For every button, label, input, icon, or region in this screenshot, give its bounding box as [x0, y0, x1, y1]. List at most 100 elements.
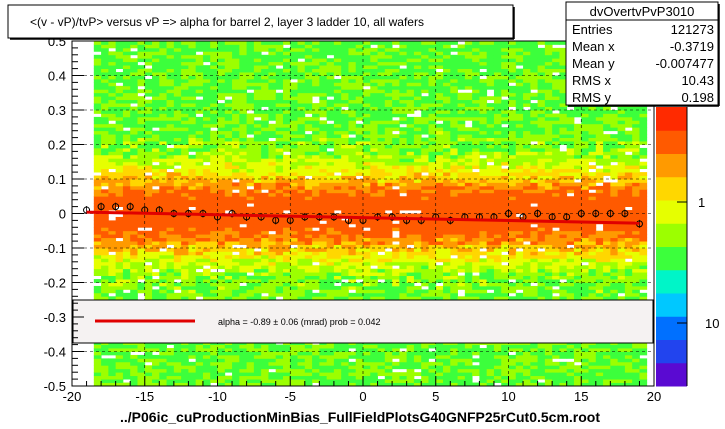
heatmap-cell — [122, 279, 131, 283]
heatmap-cell — [210, 348, 218, 352]
heatmap-cell — [304, 110, 313, 114]
heatmap-cell — [399, 375, 408, 380]
heatmap-cell — [348, 96, 357, 101]
heatmap-cell — [253, 185, 262, 190]
heatmap-cell — [472, 368, 480, 373]
heatmap-cell — [341, 365, 349, 370]
heatmap-cell — [181, 361, 189, 366]
heatmap-cell — [122, 261, 131, 266]
heatmap-cell — [188, 82, 197, 87]
heatmap-cell — [421, 78, 429, 83]
heatmap-cell — [304, 237, 313, 242]
heatmap-cell — [421, 227, 429, 232]
heatmap-cell — [413, 123, 422, 128]
heatmap-cell — [122, 96, 131, 101]
heatmap-cell — [130, 282, 138, 287]
heatmap-cell — [122, 227, 131, 232]
heatmap-cell — [290, 144, 298, 149]
heatmap-cell — [464, 354, 473, 359]
heatmap-cell — [239, 230, 248, 235]
heatmap-cell — [428, 141, 437, 145]
heatmap-cell — [181, 261, 189, 266]
heatmap-cell — [181, 85, 189, 90]
heatmap-cell — [275, 120, 284, 125]
heatmap-cell — [261, 382, 269, 387]
heatmap-cell — [195, 175, 204, 180]
heatmap-cell — [421, 265, 429, 270]
heatmap-cell — [210, 261, 218, 266]
heatmap-cell — [392, 237, 400, 242]
heatmap-cell — [428, 361, 437, 366]
heatmap-cell — [464, 254, 473, 259]
heatmap-cell — [246, 144, 255, 149]
heatmap-cell — [253, 89, 262, 94]
heatmap-cell — [450, 275, 458, 280]
heatmap-cell — [392, 279, 400, 283]
heatmap-cell — [224, 103, 233, 107]
heatmap-cell — [450, 65, 458, 69]
heatmap-cell — [122, 44, 131, 49]
heatmap-cell — [115, 361, 124, 366]
heatmap-cell — [435, 230, 444, 235]
heatmap-cell — [137, 106, 146, 111]
heatmap-cell — [282, 344, 291, 349]
heatmap-cell — [108, 285, 117, 290]
heatmap-cell — [282, 41, 291, 45]
heatmap-cell — [457, 189, 466, 194]
heatmap-cell — [413, 206, 422, 211]
heatmap-cell — [239, 68, 248, 73]
heatmap-cell — [421, 365, 429, 370]
heatmap-cell — [413, 296, 422, 301]
heatmap-cell — [443, 127, 451, 132]
heatmap-cell — [232, 54, 240, 59]
heatmap-cell — [290, 92, 298, 97]
heatmap-cell — [195, 237, 204, 242]
heatmap-cell — [355, 227, 364, 232]
heatmap-cell — [413, 199, 422, 204]
heatmap-cell — [181, 375, 189, 380]
heatmap-cell — [341, 296, 349, 301]
heatmap-cell — [435, 92, 444, 97]
heatmap-cell — [392, 141, 400, 145]
heatmap-cell — [173, 285, 182, 290]
heatmap-cell — [384, 244, 393, 249]
heatmap-cell — [406, 372, 415, 377]
heatmap-cell — [224, 275, 233, 280]
heatmap-cell — [443, 137, 451, 142]
heatmap-cell — [239, 161, 248, 166]
heatmap-cell — [450, 261, 458, 266]
heatmap-cell — [428, 292, 437, 297]
heatmap-cell — [195, 244, 204, 249]
heatmap-cell — [384, 85, 393, 90]
heatmap-cell — [239, 275, 248, 280]
heatmap-cell — [297, 147, 306, 152]
heatmap-cell — [115, 158, 124, 163]
heatmap-cell — [101, 141, 109, 145]
heatmap-cell — [268, 161, 277, 166]
heatmap-cell — [428, 285, 437, 290]
heatmap-cell — [210, 296, 218, 301]
heatmap-cell — [224, 230, 233, 235]
heatmap-cell — [275, 223, 284, 228]
heatmap-cell — [217, 234, 226, 239]
heatmap-cell — [130, 172, 138, 176]
heatmap-cell — [450, 203, 458, 207]
heatmap-cell — [159, 251, 167, 256]
heatmap-cell — [435, 348, 444, 352]
heatmap-cell — [355, 103, 364, 107]
heatmap-cell — [464, 58, 473, 63]
heatmap-cell — [246, 147, 255, 152]
heatmap-cell — [173, 261, 182, 266]
heatmap-cell — [421, 248, 429, 252]
heatmap-cell — [181, 258, 189, 263]
heatmap-cell — [341, 382, 349, 387]
heatmap-cell — [464, 227, 473, 232]
heatmap-cell — [428, 165, 437, 170]
heatmap-cell — [370, 72, 378, 76]
heatmap-cell — [319, 210, 328, 214]
heatmap-cell — [232, 44, 240, 49]
heatmap-cell — [224, 216, 233, 221]
heatmap-cell — [363, 144, 371, 149]
heatmap-cell — [173, 172, 182, 176]
heatmap-cell — [159, 144, 167, 149]
